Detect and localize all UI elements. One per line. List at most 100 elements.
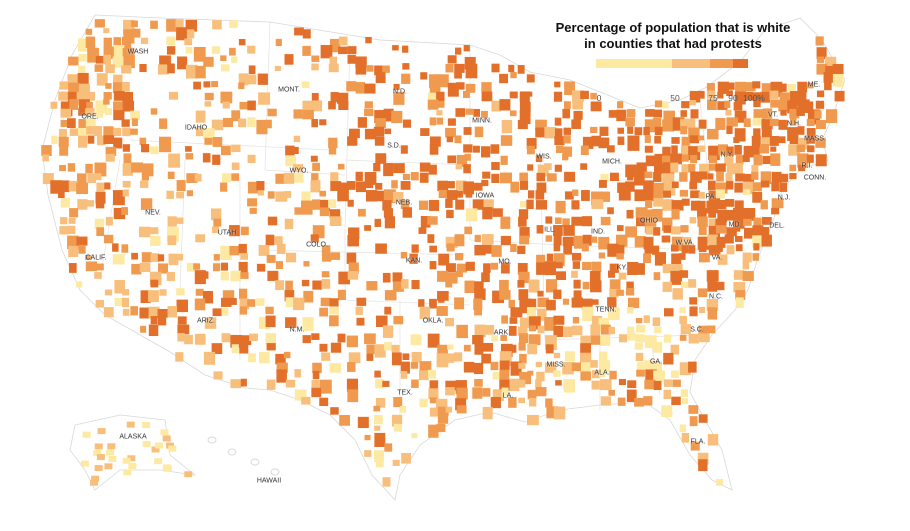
county	[753, 154, 763, 166]
county	[546, 173, 557, 182]
county	[771, 171, 782, 183]
county	[580, 145, 589, 156]
county	[590, 280, 602, 293]
county	[690, 171, 702, 183]
county	[400, 180, 411, 190]
county	[285, 379, 296, 388]
county	[681, 433, 690, 443]
county	[508, 344, 517, 353]
county	[528, 334, 541, 346]
county	[527, 164, 534, 171]
county	[581, 298, 593, 310]
county	[762, 216, 772, 225]
county	[139, 226, 151, 238]
county	[751, 171, 759, 180]
state-label: VT.	[767, 111, 779, 119]
county	[481, 91, 493, 102]
county	[410, 362, 419, 369]
county	[573, 235, 586, 249]
county	[347, 199, 354, 207]
county	[311, 55, 320, 62]
county	[591, 135, 602, 147]
county	[159, 136, 171, 153]
county	[463, 45, 470, 52]
county	[321, 279, 331, 289]
county	[194, 298, 206, 311]
county	[68, 56, 79, 66]
county	[698, 325, 709, 336]
county	[482, 171, 491, 179]
county	[68, 263, 77, 273]
county	[751, 135, 761, 148]
county	[131, 252, 138, 260]
county	[230, 334, 243, 348]
county	[213, 371, 223, 380]
state-label: N.M.	[289, 326, 305, 334]
county	[348, 262, 359, 274]
county	[554, 136, 565, 146]
county	[652, 360, 663, 374]
county	[302, 109, 314, 120]
county	[168, 445, 177, 452]
county	[536, 182, 547, 193]
legend-tick: 0	[596, 93, 602, 103]
county	[348, 128, 360, 139]
county	[247, 117, 256, 127]
county	[355, 82, 366, 94]
county	[382, 200, 392, 211]
county	[761, 128, 772, 140]
county	[266, 254, 276, 263]
county	[222, 173, 232, 183]
county	[582, 261, 592, 271]
county	[600, 396, 611, 406]
county	[400, 199, 410, 209]
county	[653, 182, 665, 195]
county	[148, 306, 160, 319]
county	[474, 234, 481, 243]
county	[429, 380, 439, 391]
county	[456, 387, 468, 400]
county	[698, 119, 707, 129]
county	[616, 234, 628, 247]
county	[60, 217, 68, 225]
county	[753, 217, 762, 228]
county	[446, 353, 455, 363]
county	[130, 110, 140, 121]
county	[572, 261, 581, 269]
county	[571, 362, 582, 372]
county	[437, 406, 449, 416]
county	[177, 333, 185, 342]
county	[284, 54, 294, 65]
county	[788, 144, 800, 156]
county	[445, 387, 455, 396]
county	[51, 135, 58, 145]
county	[563, 244, 573, 255]
county	[383, 208, 394, 218]
county	[510, 307, 523, 318]
county	[544, 362, 557, 373]
county	[222, 101, 230, 109]
county	[409, 253, 418, 264]
county	[113, 101, 124, 112]
county	[645, 335, 657, 349]
hawaii-island	[227, 448, 237, 456]
county	[492, 208, 503, 217]
county	[752, 253, 760, 261]
county	[698, 225, 707, 236]
county	[310, 180, 321, 193]
county	[697, 452, 709, 465]
county	[662, 199, 674, 211]
county	[753, 128, 761, 138]
county	[454, 352, 463, 362]
county	[222, 290, 235, 303]
county	[436, 110, 443, 116]
county	[499, 290, 511, 300]
county	[293, 164, 304, 173]
county	[122, 127, 131, 137]
county	[627, 126, 634, 134]
county	[653, 198, 664, 207]
county	[347, 235, 359, 247]
county	[688, 118, 696, 128]
county	[131, 28, 141, 38]
